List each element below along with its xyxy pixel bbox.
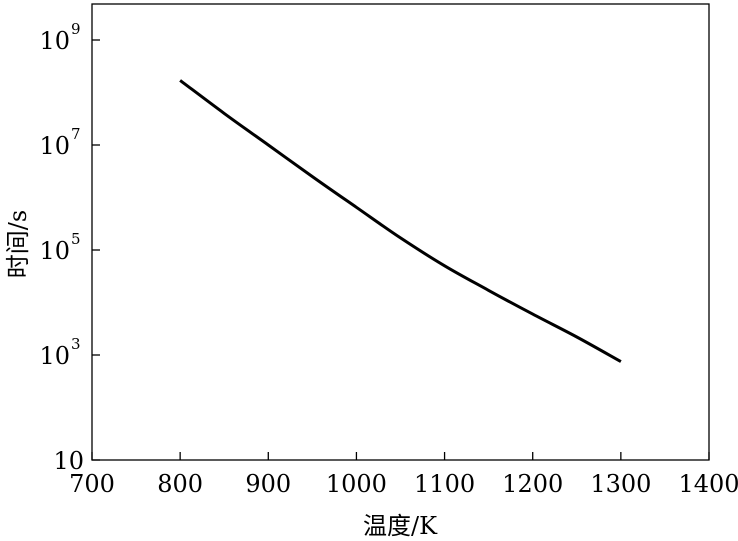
x-tick-label: 1300 bbox=[590, 470, 651, 498]
plot-frame bbox=[91, 3, 710, 461]
x-tick-label: 1100 bbox=[414, 470, 475, 498]
x-tick-label: 1000 bbox=[326, 470, 387, 498]
series-layer bbox=[179, 79, 622, 363]
y-tick-base: 10 bbox=[39, 342, 70, 370]
y-axis-title: 时间/s bbox=[4, 210, 32, 278]
x-tick-label: 900 bbox=[245, 470, 291, 498]
x-axis-title: 温度/K bbox=[363, 512, 438, 540]
x-tick-label: 1400 bbox=[678, 470, 738, 498]
y-tick-base: 10 bbox=[53, 447, 84, 475]
y-tick-label: 10 9 bbox=[39, 20, 80, 55]
y-tick-label: 10 7 bbox=[39, 125, 80, 160]
x-tick-label: 700 bbox=[69, 470, 115, 498]
y-tick-label: 10 bbox=[53, 447, 84, 475]
x-tick-label: 800 bbox=[157, 470, 203, 498]
y-tick-base: 10 bbox=[39, 237, 70, 265]
x-tick-label: 1200 bbox=[502, 470, 563, 498]
y-tick-exponent: 5 bbox=[71, 230, 81, 248]
y-tick-exponent: 9 bbox=[71, 20, 81, 38]
y-tick-exponent: 3 bbox=[71, 335, 81, 353]
x-axis-ticks: 700 800 900 1000 1100 1200 1300 1400 bbox=[69, 452, 738, 498]
y-tick-exponent: 7 bbox=[71, 125, 81, 143]
y-tick-label: 10 3 bbox=[39, 335, 80, 370]
y-tick-base: 10 bbox=[39, 132, 70, 160]
series-line bbox=[179, 79, 622, 363]
y-tick-base: 10 bbox=[39, 27, 70, 55]
y-tick-label: 10 5 bbox=[39, 230, 80, 265]
